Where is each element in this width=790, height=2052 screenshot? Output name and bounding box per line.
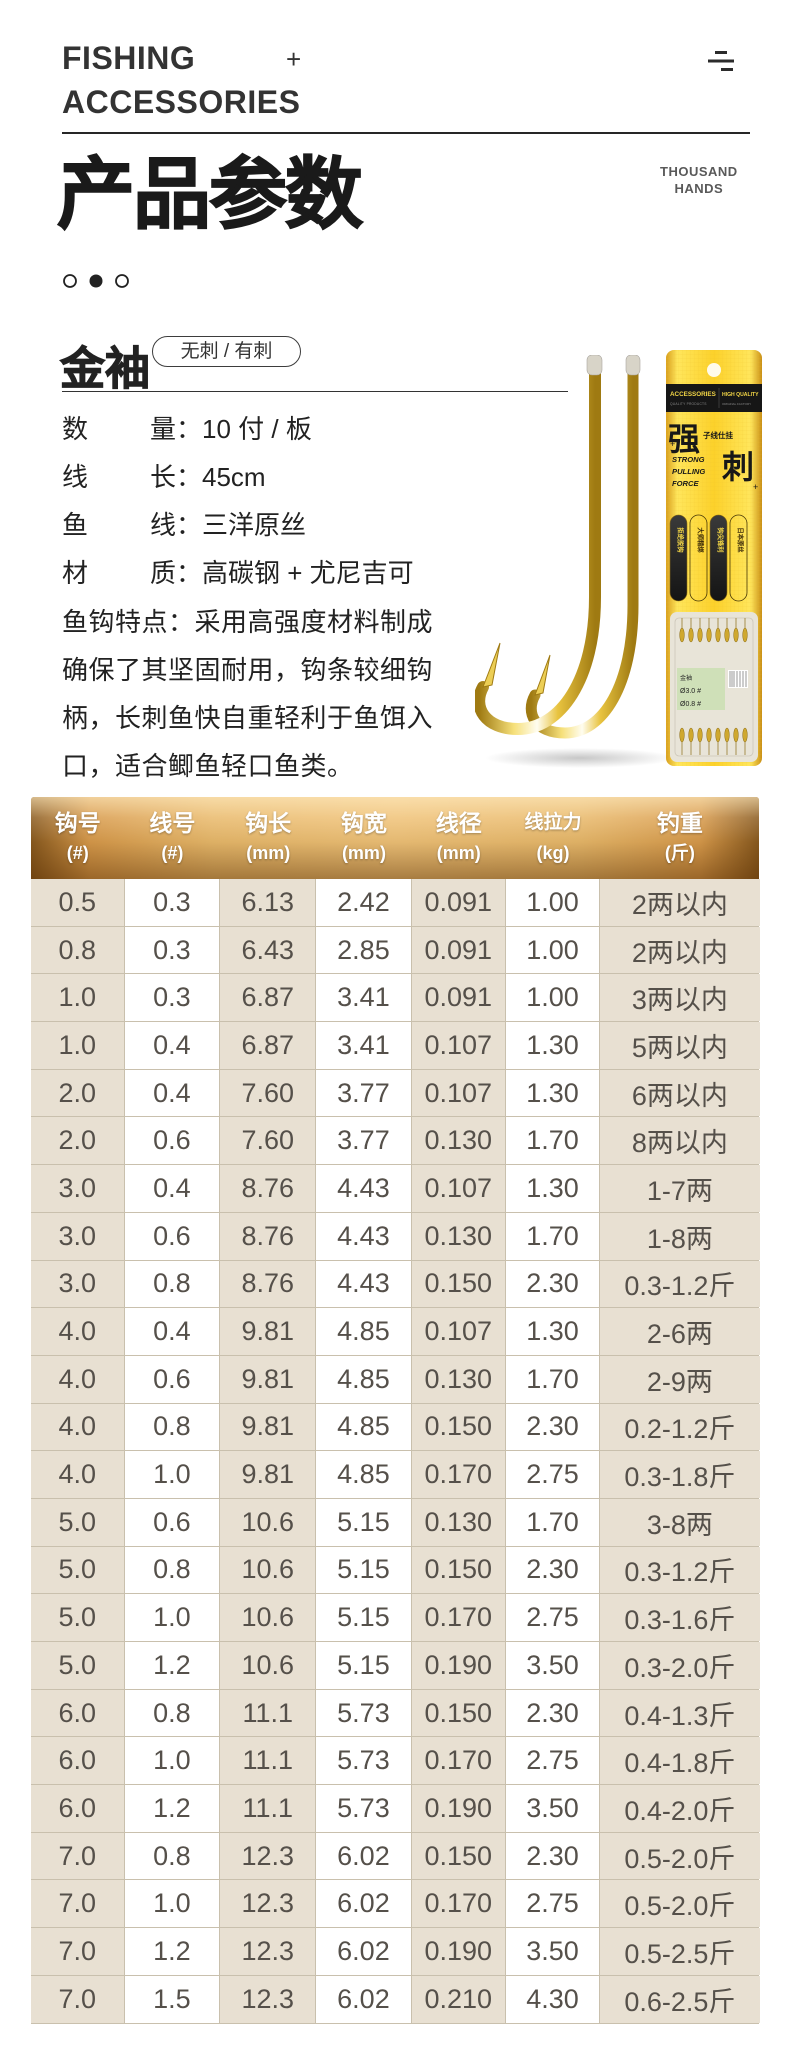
svg-text:+: +: [670, 439, 675, 449]
svg-text:子线仕挂: 子线仕挂: [703, 430, 733, 440]
svg-text:PULLING: PULLING: [672, 467, 705, 476]
svg-text:刺: 刺: [722, 449, 754, 485]
svg-text:QUALITY PRODUCTS: QUALITY PRODUCTS: [670, 402, 707, 406]
svg-text:Ø0.8 #: Ø0.8 #: [680, 701, 701, 708]
svg-text:拒绝脱钩: 拒绝脱钩: [677, 527, 686, 552]
svg-text:Ø3.0 #: Ø3.0 #: [680, 688, 701, 695]
svg-text:金袖: 金袖: [680, 674, 692, 682]
svg-text:大师精绑: 大师精绑: [697, 527, 706, 553]
svg-text:ORIGINAL FACTORY: ORIGINAL FACTORY: [722, 402, 751, 406]
svg-text:日本原丝: 日本原丝: [737, 527, 746, 553]
svg-text:钩尖锋利: 钩尖锋利: [717, 527, 726, 552]
svg-text:ACCESSORIES: ACCESSORIES: [670, 391, 716, 398]
svg-text:HIGH QUALITY: HIGH QUALITY: [722, 392, 759, 398]
svg-text:FORCE: FORCE: [672, 479, 700, 488]
svg-text:STRONG: STRONG: [672, 455, 705, 464]
svg-text:+: +: [753, 482, 758, 492]
